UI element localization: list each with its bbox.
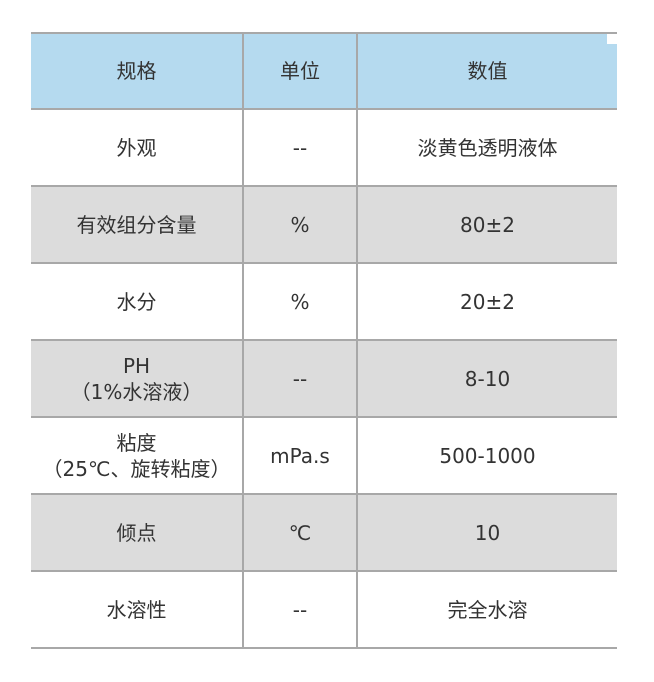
spec-cell: 外观 [31,109,243,186]
value-cell: 500-1000 [356,417,617,494]
spec-label: 水溶性 [106,597,167,622]
spec-cell: 倾点 [31,494,243,571]
unit-cell: % [242,263,357,340]
spec-label: 倾点 [116,520,157,545]
spec-cell: PH （1%水溶液） [31,340,243,417]
table-row: PH （1%水溶液） -- 8-10 [31,340,617,417]
spec-label: 水分 [116,289,157,314]
table-row: 倾点 ℃ 10 [31,494,617,571]
unit-cell: -- [242,340,357,417]
spec-table: 规格 单位 数值 外观 -- 淡黄色透明液体 有效组分含量% 80±2 水分% 20±2 PH… [31,32,617,649]
corner-notch [607,34,617,44]
header-unit: 单位 [242,33,357,109]
value-cell: 20±2 [356,263,617,340]
value-cell: 8-10 [356,340,617,417]
unit-cell: mPa.s [242,417,357,494]
spec-label: 粘度 [116,430,157,455]
spec-sublabel: （1%水溶液） [70,379,203,404]
unit-cell: % [242,186,357,263]
spec-sublabel: （25℃、旋转粘度） [42,456,231,481]
spec-label: 有效组分含量 [76,212,197,237]
value-cell: 完全水溶 [356,571,617,648]
spec-cell: 有效组分含量 [31,186,243,263]
header-spec: 规格 [116,59,157,83]
spec-cell: 水分 [31,263,243,340]
value-cell: 10 [356,494,617,571]
unit-cell: -- [242,571,357,648]
value-cell: 80±2 [356,186,617,263]
table-row: 有效组分含量% 80±2 [31,186,617,263]
unit-cell: ℃ [242,494,357,571]
table-row: 粘度 （25℃、旋转粘度） mPa.s 500-1000 [31,417,617,494]
spec-cell: 水溶性 [31,571,243,648]
header-value: 数值 [356,33,617,109]
table-header-row: 规格 单位 数值 [31,33,617,109]
spec-label: PH [122,353,151,378]
table-row: 水溶性 -- 完全水溶 [31,571,617,648]
table-row: 水分% 20±2 [31,263,617,340]
spec-label: 外观 [116,135,157,160]
spec-cell: 粘度 （25℃、旋转粘度） [31,417,243,494]
table-row: 外观 -- 淡黄色透明液体 [31,109,617,186]
value-cell: 淡黄色透明液体 [356,109,617,186]
unit-cell: -- [242,109,357,186]
